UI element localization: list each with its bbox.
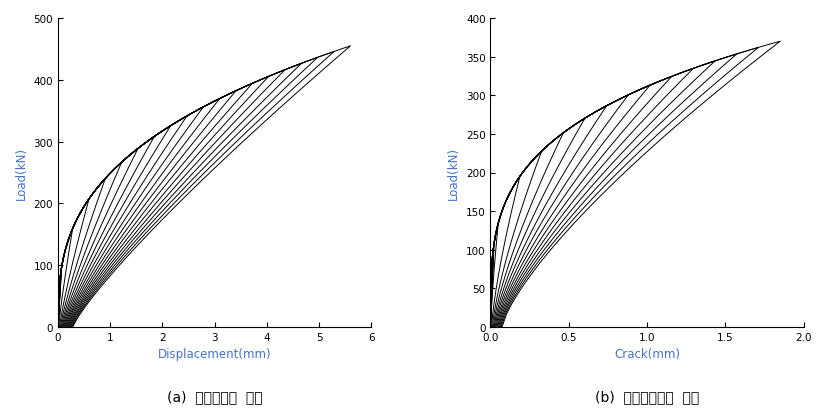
Text: (a)  하중－변위  관계: (a) 하중－변위 관계 (167, 389, 262, 403)
X-axis label: Crack(mm): Crack(mm) (614, 348, 680, 361)
Y-axis label: Load(kN): Load(kN) (15, 147, 28, 200)
Text: (b)  하중－균열폭  관계: (b) 하중－균열폭 관계 (595, 389, 699, 403)
Y-axis label: Load(kN): Load(kN) (447, 147, 461, 200)
X-axis label: Displacement(mm): Displacement(mm) (158, 348, 271, 361)
